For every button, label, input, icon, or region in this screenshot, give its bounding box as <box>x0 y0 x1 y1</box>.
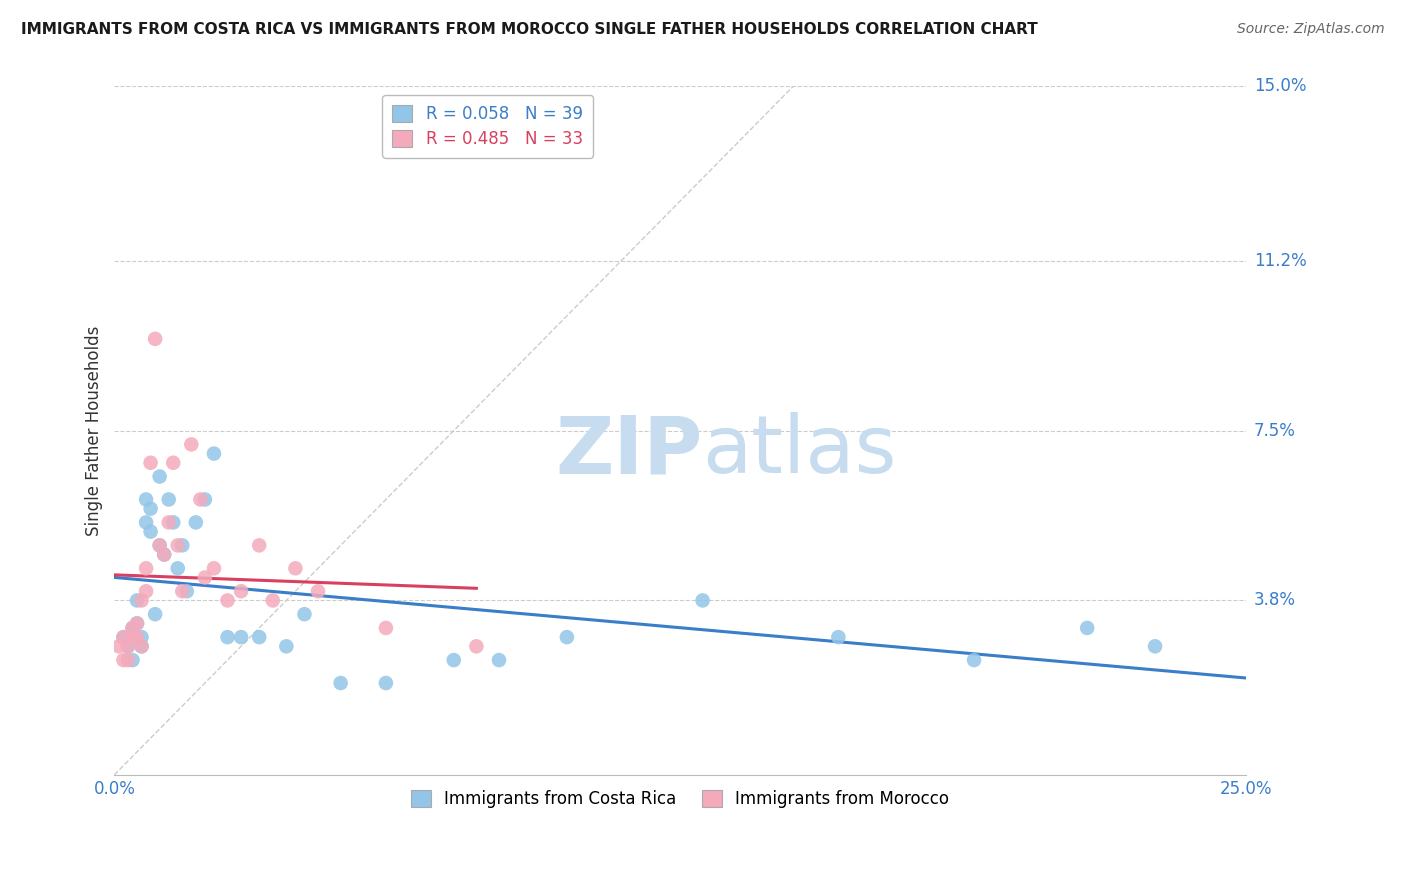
Point <box>172 584 194 599</box>
Point <box>180 437 202 451</box>
Point <box>121 653 143 667</box>
Text: 15.0%: 15.0% <box>1254 78 1306 95</box>
Point <box>131 630 153 644</box>
Point <box>194 492 217 507</box>
Point <box>190 492 212 507</box>
Text: 3.8%: 3.8% <box>1254 591 1296 609</box>
Point <box>162 516 184 530</box>
Point <box>692 593 714 607</box>
Point <box>131 593 153 607</box>
Text: Source: ZipAtlas.com: Source: ZipAtlas.com <box>1237 22 1385 37</box>
Point <box>153 548 176 562</box>
Point <box>143 607 166 622</box>
Point <box>125 616 148 631</box>
Point <box>162 456 184 470</box>
Point <box>284 561 307 575</box>
Point <box>247 538 270 552</box>
Point <box>135 584 157 599</box>
Point <box>157 492 180 507</box>
Point <box>229 584 252 599</box>
Point <box>465 640 488 654</box>
Point <box>149 538 172 552</box>
Point <box>374 676 396 690</box>
Point <box>131 640 153 654</box>
Point <box>827 630 849 644</box>
Point <box>443 653 465 667</box>
Point <box>1144 640 1167 654</box>
Point <box>963 653 986 667</box>
Point <box>125 616 148 631</box>
Y-axis label: Single Father Households: Single Father Households <box>86 326 103 536</box>
Point <box>217 630 239 644</box>
Point <box>488 653 510 667</box>
Point <box>157 516 180 530</box>
Point <box>125 630 148 644</box>
Point <box>131 640 153 654</box>
Point <box>276 640 298 654</box>
Point <box>112 653 135 667</box>
Text: IMMIGRANTS FROM COSTA RICA VS IMMIGRANTS FROM MOROCCO SINGLE FATHER HOUSEHOLDS C: IMMIGRANTS FROM COSTA RICA VS IMMIGRANTS… <box>21 22 1038 37</box>
Point <box>108 640 131 654</box>
Text: 7.5%: 7.5% <box>1254 422 1296 440</box>
Point <box>176 584 198 599</box>
Point <box>247 630 270 644</box>
Point <box>172 538 194 552</box>
Point <box>307 584 329 599</box>
Point <box>139 501 162 516</box>
Point <box>112 630 135 644</box>
Point <box>121 630 143 644</box>
Point <box>217 593 239 607</box>
Point <box>329 676 352 690</box>
Point <box>194 570 217 584</box>
Point <box>121 621 143 635</box>
Point <box>112 630 135 644</box>
Legend: Immigrants from Costa Rica, Immigrants from Morocco: Immigrants from Costa Rica, Immigrants f… <box>405 783 956 814</box>
Point <box>117 653 139 667</box>
Text: atlas: atlas <box>703 412 897 491</box>
Point <box>121 621 143 635</box>
Point <box>374 621 396 635</box>
Point <box>184 516 207 530</box>
Point <box>555 630 578 644</box>
Point <box>166 561 188 575</box>
Point <box>135 492 157 507</box>
Point <box>229 630 252 644</box>
Point <box>166 538 188 552</box>
Point <box>153 548 176 562</box>
Point <box>149 538 172 552</box>
Text: 11.2%: 11.2% <box>1254 252 1306 269</box>
Point <box>202 446 225 460</box>
Point <box>262 593 284 607</box>
Text: ZIP: ZIP <box>555 412 703 491</box>
Point <box>117 640 139 654</box>
Point <box>143 332 166 346</box>
Point <box>135 516 157 530</box>
Point <box>294 607 316 622</box>
Point <box>117 640 139 654</box>
Point <box>135 561 157 575</box>
Point <box>139 524 162 539</box>
Point <box>149 469 172 483</box>
Point <box>139 456 162 470</box>
Point <box>1076 621 1098 635</box>
Point <box>202 561 225 575</box>
Point <box>125 593 148 607</box>
